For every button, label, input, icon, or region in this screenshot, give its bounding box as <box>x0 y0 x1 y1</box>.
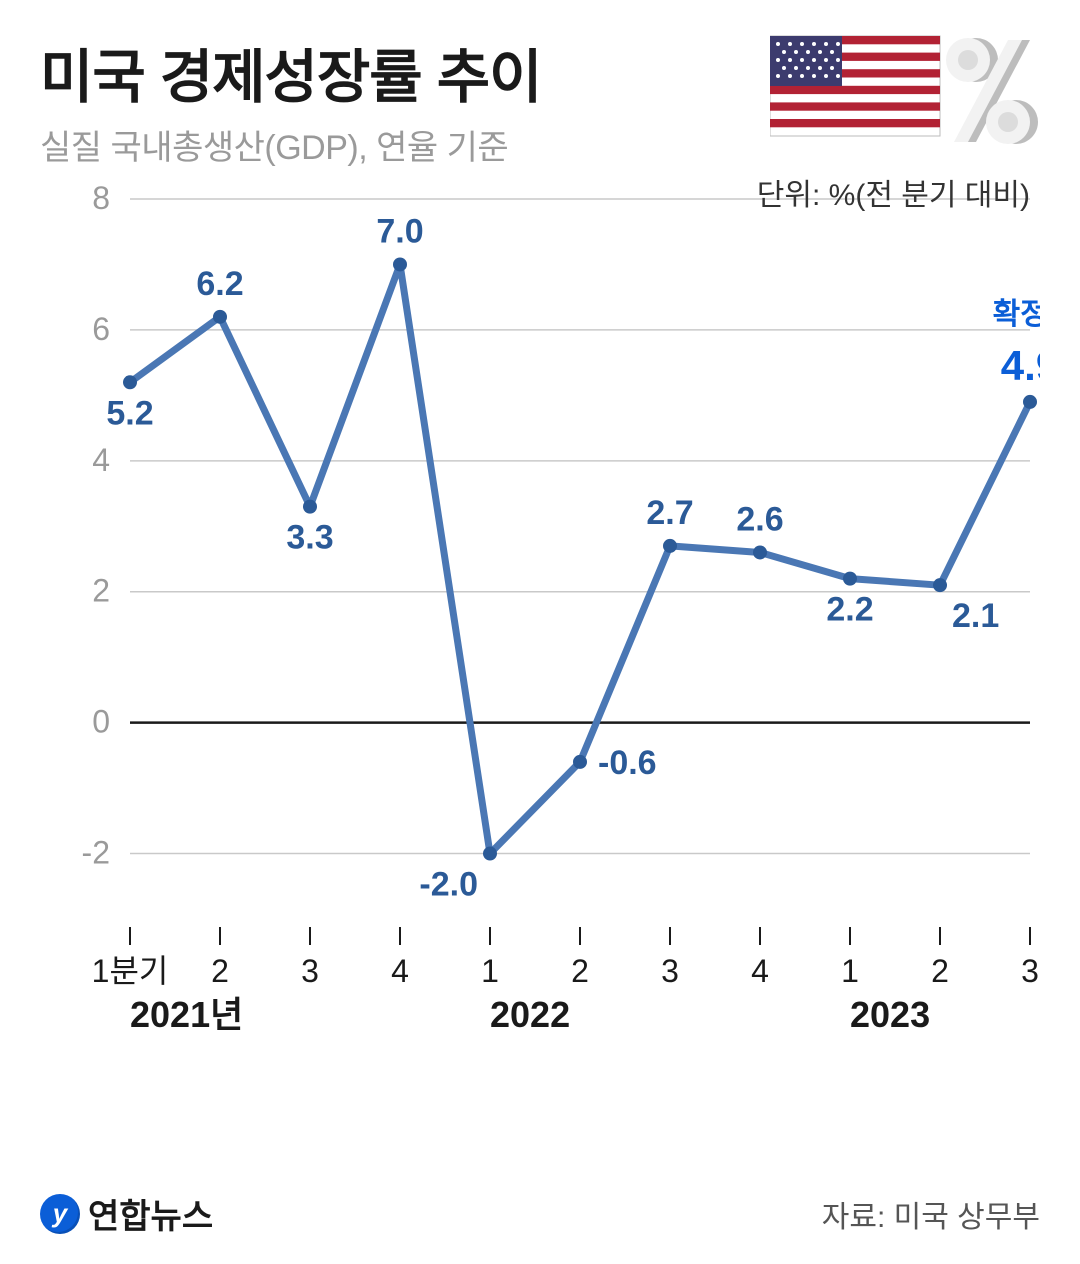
flag-percent-icon <box>770 30 1040 150</box>
x-tick-label: 3 <box>661 953 679 989</box>
value-label: 5.2 <box>106 394 153 432</box>
x-tick-label: 3 <box>301 953 319 989</box>
data-point <box>663 539 677 553</box>
y-tick-label: 0 <box>92 704 110 740</box>
header: 미국 경제성장률 추이 실질 국내총생산(GDP), 연율 기준 <box>40 30 1040 169</box>
data-point <box>843 572 857 586</box>
data-point <box>1023 395 1037 409</box>
x-tick-label: 2 <box>211 953 229 989</box>
data-source: 자료: 미국 상무부 <box>822 1192 1040 1236</box>
value-label: 2.1 <box>952 597 999 635</box>
x-group-label: 2021년 <box>130 994 243 1035</box>
data-point <box>753 545 767 559</box>
value-label: 2.2 <box>826 591 873 629</box>
value-label: 2.7 <box>646 494 693 532</box>
x-group-label: 2023 <box>850 994 930 1035</box>
x-tick-label: 4 <box>391 953 409 989</box>
value-label: 4.9 <box>1001 342 1040 389</box>
value-label: 3.3 <box>286 519 333 557</box>
value-label: 7.0 <box>376 212 423 250</box>
y-tick-label: 6 <box>92 311 110 347</box>
x-tick-label: 1분기 <box>92 953 169 989</box>
x-tick-label: 2 <box>931 953 949 989</box>
data-point <box>483 847 497 861</box>
data-point <box>393 257 407 271</box>
x-tick-label: 3 <box>1021 953 1039 989</box>
value-label: 2.6 <box>736 500 783 538</box>
gdp-chart: -2 0 2 4 6 8 단위: %(전 분기 대비) 1분기 2 3 4 1 2 3 4 1 2 3 2021년 2… <box>40 179 1040 1119</box>
logo-icon: y <box>40 1194 80 1234</box>
data-point <box>933 578 947 592</box>
data-point <box>303 500 317 514</box>
value-label: -0.6 <box>598 744 657 782</box>
x-tick-label: 2 <box>571 953 589 989</box>
value-label: -2.0 <box>419 866 478 904</box>
unit-label: 단위: %(전 분기 대비) <box>757 179 1030 212</box>
y-tick-label: 2 <box>92 573 110 609</box>
source-logo: y 연합뉴스 <box>40 1189 213 1238</box>
final-annotation: 확정치 <box>993 298 1040 331</box>
value-label: 6.2 <box>196 265 243 303</box>
x-tick-label: 1 <box>841 953 859 989</box>
y-tick-label: -2 <box>82 835 110 871</box>
footer: y 연합뉴스 자료: 미국 상무부 <box>40 1189 1040 1238</box>
chart-svg: -2 0 2 4 6 8 단위: %(전 분기 대비) 1분기 2 3 4 1 2 3 4 1 2 3 2021년 2… <box>40 179 1040 1119</box>
y-tick-label: 8 <box>92 180 110 216</box>
logo-text: 연합뉴스 <box>88 1189 213 1238</box>
x-group-label: 2022 <box>490 994 570 1035</box>
data-point <box>123 375 137 389</box>
x-tick-label: 1 <box>481 953 499 989</box>
data-point <box>573 755 587 769</box>
y-tick-label: 4 <box>92 442 110 478</box>
data-point <box>213 310 227 324</box>
x-tick-label: 4 <box>751 953 769 989</box>
